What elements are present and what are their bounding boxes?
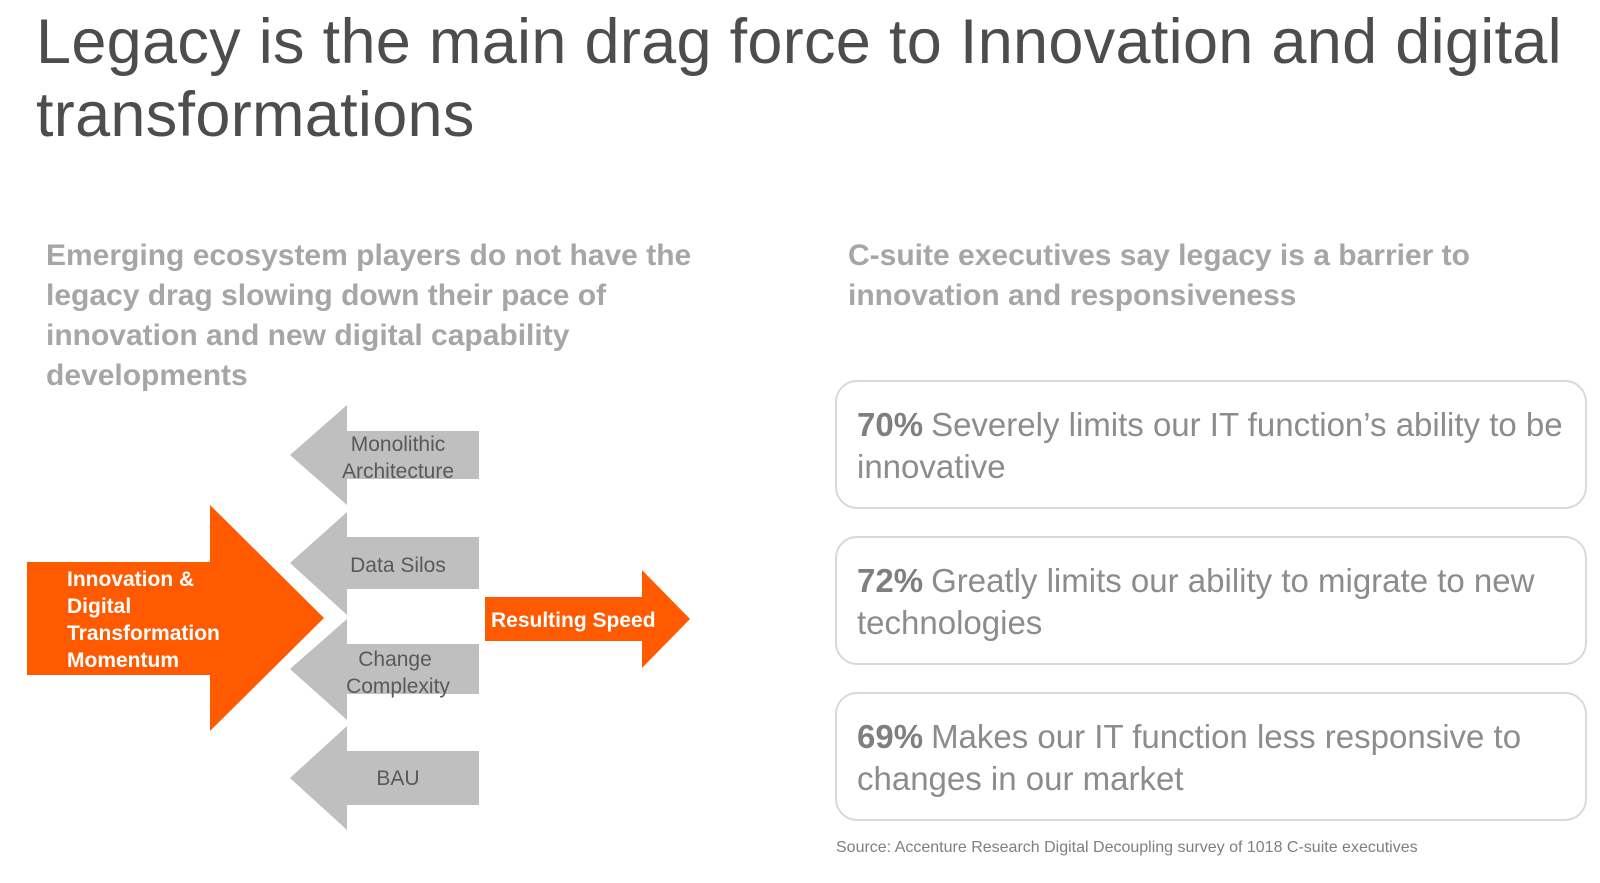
- stat-percent: 72%: [857, 562, 924, 599]
- stat-text: Greatly limits our ability to migrate to…: [857, 562, 1535, 641]
- source-note: Source: Accenture Research Digital Decou…: [836, 839, 1418, 856]
- stat-text: Severely limits our IT function’s abilit…: [857, 406, 1563, 485]
- drag-label-line: Monolithic: [351, 433, 446, 456]
- momentum-arrow: Innovation & Digital Transformation Mome…: [27, 505, 324, 731]
- momentum-label-line: Momentum: [67, 649, 179, 672]
- momentum-label-line: Transformation: [67, 622, 220, 645]
- drag-arrow-bau: BAU: [290, 726, 479, 830]
- drag-label-line: Change: [358, 648, 432, 671]
- momentum-label-line: Digital: [67, 595, 131, 618]
- drag-label-line: Data Silos: [350, 554, 446, 577]
- stat-percent: 70%: [857, 406, 924, 443]
- right-heading: C-suite executives say legacy is a barri…: [848, 239, 1470, 312]
- drag-label-line: Architecture: [342, 460, 454, 483]
- drag-arrow-data-silos: Data Silos: [290, 512, 479, 615]
- stat-card: 72% Greatly limits our ability to migrate…: [835, 536, 1587, 665]
- left-heading: Emerging ecosystem players do not have t…: [46, 239, 692, 392]
- momentum-label-line: Innovation &: [67, 568, 194, 591]
- stat-text: Makes our IT function less responsive to…: [857, 718, 1522, 797]
- stat-card: 69% Makes our IT function less responsive…: [835, 692, 1587, 821]
- resulting-speed-label: Resulting Speed: [491, 609, 656, 632]
- page-title: Legacy is the main drag force to Innovat…: [36, 7, 1562, 150]
- stat-card: 70% Severely limits our IT function’s abi…: [835, 380, 1587, 509]
- resulting-speed-arrow: Resulting Speed: [485, 570, 690, 668]
- drag-arrow-change-complexity: Change Complexity: [290, 619, 479, 720]
- drag-label-line: BAU: [376, 767, 419, 790]
- drag-arrow-monolithic-architecture: Monolithic Architecture: [290, 405, 479, 505]
- drag-label-line: Complexity: [346, 675, 450, 698]
- stat-percent: 69%: [857, 718, 924, 755]
